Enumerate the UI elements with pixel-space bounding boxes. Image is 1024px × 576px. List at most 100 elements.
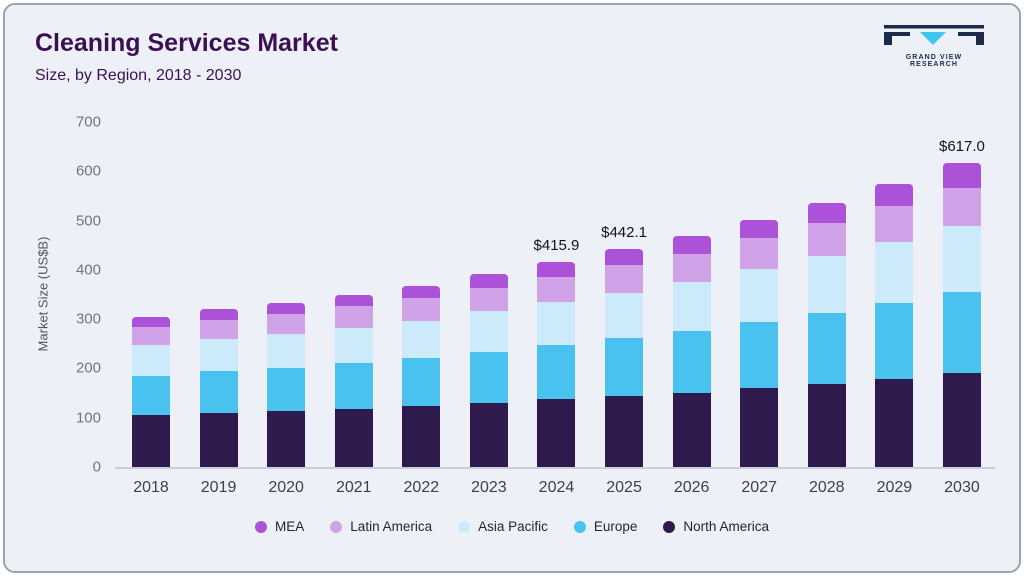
legend-item: Europe — [573, 519, 638, 534]
bar-segment — [672, 253, 711, 283]
bar-segment — [672, 392, 711, 467]
bar-segment — [875, 184, 914, 207]
value-label: $442.1 — [601, 224, 647, 242]
bar-column: 2020 — [267, 122, 306, 496]
bar-segment — [942, 162, 981, 188]
y-tick-label: 500 — [75, 212, 101, 230]
bar-segment — [402, 406, 441, 467]
bar-column: 2021 — [334, 122, 373, 496]
bar-segment — [807, 202, 846, 224]
bar-segment — [807, 312, 846, 384]
bar-segment — [875, 379, 914, 467]
x-axis-label: 2027 — [741, 479, 777, 496]
legend-label: Latin America — [350, 519, 433, 534]
bar-segment — [132, 345, 170, 376]
chart-card: Cleaning Services Market Size, by Region… — [3, 3, 1021, 573]
bar-segment — [942, 187, 981, 226]
bar-segment — [672, 282, 711, 331]
y-tick-label: 100 — [75, 409, 101, 427]
bar-segment — [942, 291, 981, 374]
value-label: $415.9 — [533, 237, 580, 255]
bar-segment — [537, 262, 576, 278]
y-tick-label: 700 — [75, 113, 101, 131]
bar-segment — [402, 285, 441, 299]
bar-column: 2029 — [875, 122, 914, 496]
bar-segment — [334, 408, 373, 467]
bar-segment — [132, 415, 170, 467]
bar-column: 2019 — [199, 122, 238, 496]
bar-segment — [199, 320, 238, 340]
bar-segment — [807, 383, 846, 467]
logo-text: GRAND VIEW RESEARCH — [905, 54, 963, 68]
x-axis-label: 2026 — [673, 479, 710, 496]
page-subtitle: Size, by Region, 2018 - 2030 — [35, 67, 242, 84]
page-title: Cleaning Services Market — [35, 29, 338, 57]
legend-dot — [330, 520, 343, 533]
bar-segment — [537, 277, 576, 303]
bar-segment — [267, 302, 306, 315]
legend-dot — [573, 520, 586, 533]
legend-item: North America — [663, 519, 769, 534]
bar-segment — [469, 351, 508, 403]
bar-segment — [672, 330, 711, 393]
chart-plot-area: 0 100 200 300 400 500 600 700 2018 2019 2020 2021 2… — [76, 114, 995, 496]
bar-segment — [469, 402, 508, 467]
bar-segment — [402, 358, 441, 407]
bar-segment — [537, 302, 576, 346]
bar-column: $415.9 2024 — [534, 122, 580, 496]
bar-segment — [740, 322, 779, 389]
bar-segment — [132, 327, 170, 346]
x-axis-label: 2025 — [606, 479, 642, 496]
y-tick-label: 400 — [75, 261, 101, 279]
bar-segment — [469, 311, 508, 352]
logo-mark-icon — [884, 25, 984, 45]
legend-label: Europe — [593, 519, 638, 534]
legend-label: North America — [683, 519, 769, 534]
bar-segment — [267, 314, 306, 335]
bar-segment — [199, 413, 238, 467]
bar-segment — [942, 373, 981, 467]
y-tick-label: 200 — [75, 359, 101, 377]
value-label: $617.0 — [938, 137, 985, 155]
bar-segment — [605, 338, 644, 396]
bar-column: $617.0 2030 — [939, 122, 985, 496]
x-axis-label: 2022 — [403, 479, 440, 496]
bar-segment — [132, 375, 170, 416]
bar-segment — [469, 287, 508, 312]
x-axis-label: 2029 — [876, 479, 913, 496]
bar-segment — [942, 226, 981, 292]
bar-segment — [740, 388, 779, 467]
bar-segment — [402, 320, 441, 359]
legend-label: Asia Pacific — [478, 519, 548, 534]
bar-segment — [199, 371, 238, 414]
x-axis-label: 2021 — [335, 479, 372, 496]
x-axis-label: 2020 — [268, 479, 304, 496]
bar-segment — [469, 273, 508, 288]
bar-segment — [267, 367, 306, 412]
bar-segment — [605, 292, 644, 339]
x-axis-label: 2023 — [471, 479, 507, 496]
bar-segment — [199, 309, 238, 321]
bar-segment — [807, 256, 846, 313]
bar-segment — [672, 236, 711, 254]
x-axis-label: 2024 — [538, 479, 575, 496]
y-tick-label: 0 — [92, 458, 101, 476]
bar-segment — [402, 298, 441, 321]
bar-segment — [199, 339, 238, 372]
bar-column: 2018 — [132, 122, 170, 496]
x-axis-label: 2019 — [200, 479, 237, 496]
bar-column: $442.1 2025 — [601, 122, 647, 496]
bar-segment — [334, 306, 373, 328]
bar-column: 2026 — [672, 122, 711, 496]
bar-segment — [334, 294, 373, 307]
bar-segment — [537, 399, 576, 467]
bar-segment — [740, 219, 779, 239]
bar-segment — [605, 249, 644, 266]
y-axis-title: Market Size (US$B) — [35, 236, 51, 352]
x-axis-label: 2030 — [944, 479, 980, 496]
x-axis-label: 2028 — [808, 479, 845, 496]
bar-segment — [740, 238, 779, 270]
chart-legend: MEA Latin America Asia Pacific Europe North … — [5, 519, 1019, 534]
bar-segment — [267, 411, 306, 467]
legend-item: MEA — [255, 519, 304, 534]
